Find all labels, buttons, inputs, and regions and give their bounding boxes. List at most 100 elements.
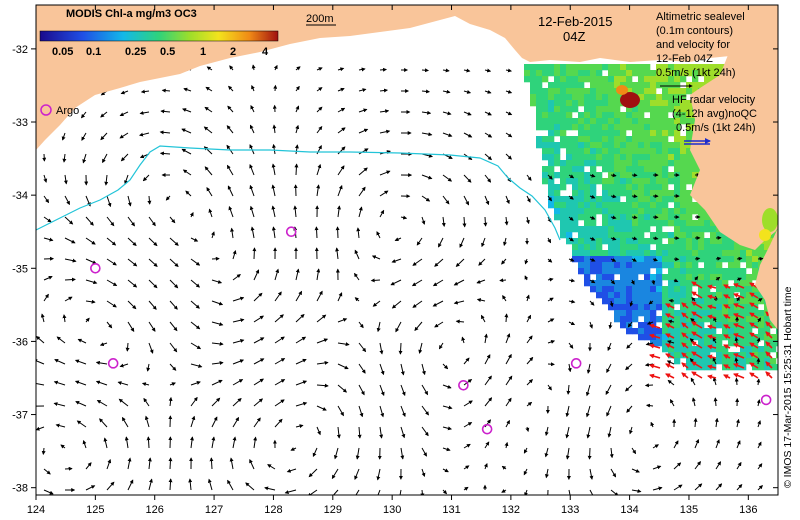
chlorophyll-pixel xyxy=(692,262,699,269)
velocity-arrow xyxy=(358,108,368,113)
chlorophyll-pixel xyxy=(656,226,663,233)
chlorophyll-pixel xyxy=(686,244,693,251)
velocity-arrow xyxy=(127,457,132,470)
velocity-arrow xyxy=(64,296,73,302)
chlorophyll-pixel xyxy=(680,100,687,107)
chlorophyll-pixel xyxy=(698,70,705,77)
chlorophyll-pixel xyxy=(596,142,603,149)
chlorophyll-pixel xyxy=(686,280,693,287)
chlorophyll-pixel xyxy=(542,172,549,179)
hf-radar-arrow xyxy=(707,334,717,340)
chlorophyll-pixel xyxy=(608,106,615,113)
chlorophyll-pixel xyxy=(632,82,639,89)
velocity-arrow xyxy=(358,384,365,396)
chlorophyll-pixel xyxy=(650,286,657,293)
hf-radar-arrow xyxy=(681,312,689,319)
chlorophyll-pixel xyxy=(662,346,669,353)
velocity-arrow xyxy=(463,89,472,94)
argo-legend-marker xyxy=(40,104,52,116)
velocity-arrow xyxy=(379,88,388,93)
chlorophyll-pixel xyxy=(680,208,687,215)
velocity-arrow xyxy=(331,468,339,480)
velocity-arrow xyxy=(127,237,137,247)
chlorophyll-pixel xyxy=(632,202,639,209)
chlorophyll-pixel xyxy=(746,262,753,269)
chlorophyll-pixel xyxy=(764,328,771,335)
velocity-arrow xyxy=(36,335,45,344)
chlorophyll-pixel xyxy=(542,64,549,71)
velocity-arrow xyxy=(230,227,235,239)
chlorophyll-pixel xyxy=(632,268,639,275)
velocity-arrow xyxy=(691,397,696,407)
velocity-arrow xyxy=(694,256,701,261)
altimetry-legend-line: Altimetric sealevel xyxy=(656,11,745,23)
velocity-arrow xyxy=(169,363,177,371)
chlorophyll-pixel xyxy=(704,340,711,347)
chlorophyll-pixel xyxy=(548,82,555,89)
chlorophyll-pixel xyxy=(632,136,639,143)
hf-radar-arrow xyxy=(665,333,675,339)
colorbar: MODIS Chl-a mg/m3 OC3 0.05 0.1 0.25 0.5 … xyxy=(39,8,279,58)
chlorophyll-pixel xyxy=(620,208,627,215)
chlorophyll-pixel xyxy=(668,118,675,125)
chlorophyll-pixel xyxy=(644,70,651,77)
velocity-arrow xyxy=(232,274,241,281)
velocity-arrow xyxy=(421,363,426,376)
chlorophyll-pixel xyxy=(644,322,651,329)
velocity-arrow xyxy=(715,483,723,491)
velocity-arrow xyxy=(668,298,675,303)
chlorophyll-pixel xyxy=(554,70,561,77)
colorbar-tick-label: 0.5 xyxy=(160,46,175,58)
velocity-arrow xyxy=(211,321,224,326)
chlorophyll-pixel xyxy=(638,100,645,107)
velocity-arrow xyxy=(127,300,137,310)
chlorophyll-pixel xyxy=(758,358,765,365)
chlorophyll-pixel xyxy=(620,292,627,299)
hf-radar-arrow xyxy=(733,293,745,299)
velocity-arrow xyxy=(249,124,255,134)
chlorophyll-pixel xyxy=(542,94,549,101)
chlorophyll-pixel xyxy=(728,322,735,329)
velocity-arrow xyxy=(568,237,574,242)
velocity-arrow xyxy=(370,278,381,283)
chlorophyll-pixel xyxy=(686,286,693,293)
chlorophyll-pixel xyxy=(542,88,549,95)
velocity-arrow xyxy=(565,447,570,460)
chlorophyll-pixel xyxy=(626,316,633,323)
velocity-arrow xyxy=(232,397,242,407)
velocity-arrow xyxy=(627,321,633,328)
chlorophyll-pixel xyxy=(614,178,621,185)
chlorophyll-pixel xyxy=(686,172,693,179)
chlorophyll-pixel xyxy=(692,364,699,371)
velocity-arrow xyxy=(190,300,200,309)
velocity-arrow xyxy=(100,111,108,118)
chlorophyll-pixel xyxy=(578,136,585,143)
chlorophyll-pixel xyxy=(536,136,543,143)
velocity-arrow xyxy=(74,359,87,365)
velocity-arrow xyxy=(337,184,343,197)
chlorophyll-pixel xyxy=(620,316,627,323)
chlorophyll-pixel xyxy=(656,238,663,245)
contour-label: 200m xyxy=(306,13,334,25)
chlorophyll-pixel xyxy=(578,130,585,137)
velocity-arrow xyxy=(442,68,450,73)
chlorophyll-pixel xyxy=(686,142,693,149)
velocity-arrow xyxy=(694,438,700,449)
chlorophyll-pixel xyxy=(662,340,669,347)
chlorophyll-pixel xyxy=(644,130,651,137)
chlorophyll-pixel xyxy=(638,310,645,317)
velocity-arrow xyxy=(253,398,264,407)
chlorophyll-pixel xyxy=(578,262,585,269)
chlorophyll-pixel xyxy=(656,268,663,275)
chlorophyll-pixel xyxy=(572,214,579,221)
velocity-arrow xyxy=(455,258,465,267)
chlorophyll-pixel xyxy=(692,346,699,353)
velocity-arrow xyxy=(64,237,76,244)
velocity-arrow xyxy=(81,111,87,119)
velocity-arrow xyxy=(232,250,237,260)
y-tick-label: -34 xyxy=(12,190,28,202)
velocity-arrow xyxy=(586,363,591,374)
velocity-arrow xyxy=(589,236,596,241)
chlorophyll-pixel xyxy=(596,172,603,179)
chlorophyll-pixel xyxy=(704,250,711,257)
